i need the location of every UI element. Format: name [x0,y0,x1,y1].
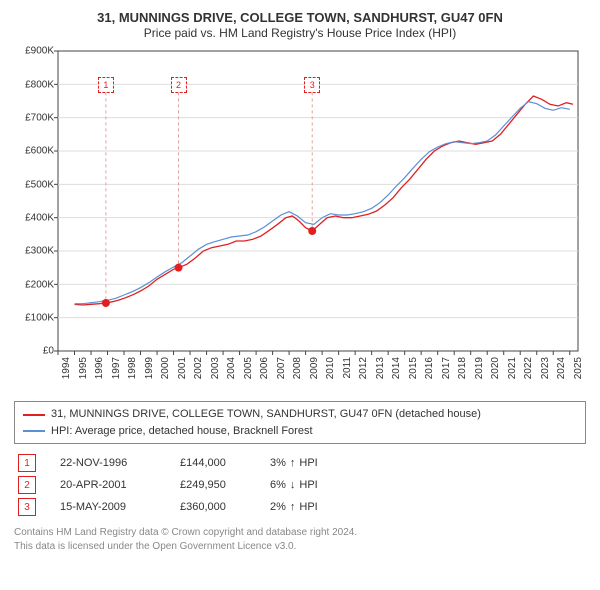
x-axis-tick-label: 2025 [573,357,584,387]
legend-item: HPI: Average price, detached house, Brac… [23,423,577,440]
arrow-up-icon: ↑ [290,457,296,469]
y-axis-tick-label: £0 [14,346,54,357]
sale-diff-pct: 3% [270,457,286,469]
x-axis-tick-label: 2024 [556,357,567,387]
sale-number-box: 1 [18,454,36,472]
sale-number-box: 2 [18,476,36,494]
y-axis-tick-label: £900K [14,46,54,57]
x-axis-tick-label: 1994 [61,357,72,387]
page-root: 31, MUNNINGS DRIVE, COLLEGE TOWN, SANDHU… [0,0,600,590]
x-axis-tick-label: 2015 [408,357,419,387]
sale-diff-label: HPI [299,501,317,513]
sale-diff: 3% ↑HPI [270,457,370,469]
x-axis-tick-label: 2008 [292,357,303,387]
x-axis-tick-label: 2011 [342,357,353,387]
chart-area: £0 £100K £200K £300K £400K £500K £600K £700K £80… [14,45,584,395]
legend: 31, MUNNINGS DRIVE, COLLEGE TOWN, SANDHU… [14,401,586,444]
x-axis-tick-label: 2013 [375,357,386,387]
x-axis-tick-label: 2018 [457,357,468,387]
x-axis-tick-label: 2023 [540,357,551,387]
sale-date: 15-MAY-2009 [60,501,180,513]
sale-diff-label: HPI [299,457,317,469]
x-axis-tick-label: 2001 [177,357,188,387]
x-axis-tick-label: 2017 [441,357,452,387]
license-line-2: This data is licensed under the Open Gov… [14,540,586,554]
x-axis-tick-label: 1998 [127,357,138,387]
chart-title-sub: Price paid vs. HM Land Registry's House … [14,26,586,41]
x-axis-tick-label: 2021 [507,357,518,387]
y-axis-tick-label: £300K [14,246,54,257]
legend-item: 31, MUNNINGS DRIVE, COLLEGE TOWN, SANDHU… [23,406,577,423]
sale-row: 2 20-APR-2001£249,9506% ↓HPI [14,474,586,496]
legend-swatch [23,414,45,416]
sale-marker-box: 3 [304,77,320,93]
x-axis-tick-label: 2002 [193,357,204,387]
sale-marker-box: 2 [171,77,187,93]
sale-date: 20-APR-2001 [60,479,180,491]
x-axis-tick-label: 2014 [391,357,402,387]
x-axis-tick-label: 2016 [424,357,435,387]
sale-price: £360,000 [180,501,270,513]
chart-title-main: 31, MUNNINGS DRIVE, COLLEGE TOWN, SANDHU… [14,10,586,26]
x-axis-tick-label: 2007 [276,357,287,387]
x-axis-tick-label: 2009 [309,357,320,387]
x-axis-tick-label: 2020 [490,357,501,387]
x-axis-tick-label: 1999 [144,357,155,387]
arrow-down-icon: ↓ [290,479,296,491]
legend-label: HPI: Average price, detached house, Brac… [51,423,313,440]
x-axis-tick-label: 2006 [259,357,270,387]
sale-number-box: 3 [18,498,36,516]
y-axis-tick-label: £800K [14,79,54,90]
license-line-1: Contains HM Land Registry data © Crown c… [14,526,586,540]
x-axis-tick-label: 2004 [226,357,237,387]
sale-diff-label: HPI [299,479,317,491]
sale-diff: 6% ↓HPI [270,479,370,491]
legend-swatch [23,430,45,432]
sale-date: 22-NOV-1996 [60,457,180,469]
sale-diff-pct: 6% [270,479,286,491]
y-axis-tick-label: £200K [14,279,54,290]
legend-label: 31, MUNNINGS DRIVE, COLLEGE TOWN, SANDHU… [51,406,481,423]
y-axis-tick-label: £100K [14,312,54,323]
arrow-up-icon: ↑ [290,501,296,513]
x-axis-tick-label: 2010 [325,357,336,387]
x-axis-tick-label: 2003 [210,357,221,387]
y-axis-tick-label: £500K [14,179,54,190]
x-axis-tick-label: 1997 [111,357,122,387]
sale-row: 1 22-NOV-1996£144,0003% ↑HPI [14,452,586,474]
y-axis-tick-label: £600K [14,146,54,157]
y-axis-tick-label: £700K [14,112,54,123]
sale-row: 3 15-MAY-2009£360,0002% ↑HPI [14,496,586,518]
sales-table: 122-NOV-1996£144,0003%↑HPI220-APR-2001£2… [14,452,586,518]
x-axis-tick-label: 2019 [474,357,485,387]
x-axis-tick-label: 2000 [160,357,171,387]
license-text: Contains HM Land Registry data © Crown c… [14,526,586,553]
sale-price: £144,000 [180,457,270,469]
y-axis-tick-label: £400K [14,212,54,223]
x-axis-tick-label: 2012 [358,357,369,387]
x-axis-tick-label: 1996 [94,357,105,387]
sale-price: £249,950 [180,479,270,491]
chart-svg [14,45,584,395]
sale-marker-box: 1 [98,77,114,93]
sale-diff: 2% ↑HPI [270,501,370,513]
x-axis-tick-label: 2022 [523,357,534,387]
sale-diff-pct: 2% [270,501,286,513]
x-axis-tick-label: 2005 [243,357,254,387]
x-axis-tick-label: 1995 [78,357,89,387]
